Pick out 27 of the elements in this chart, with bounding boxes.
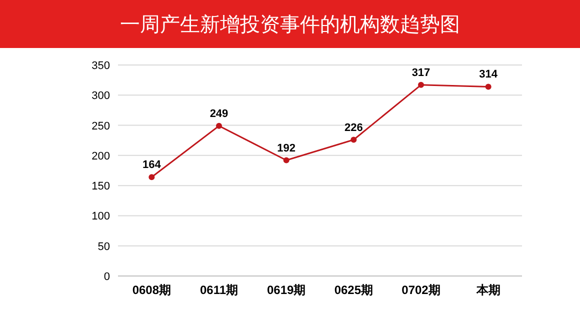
data-label: 226 xyxy=(344,122,363,134)
data-label: 314 xyxy=(479,68,498,81)
point xyxy=(216,122,222,129)
x-tick-label: 0619期 xyxy=(266,283,306,297)
point xyxy=(283,157,290,164)
x-tick-label: 0625期 xyxy=(334,283,374,297)
chart-title: 一周产生新增投资事件的机构数趋势图 xyxy=(120,14,460,36)
point xyxy=(148,174,155,180)
y-tick-label: 250 xyxy=(92,120,110,132)
y-tick-label: 50 xyxy=(98,240,110,253)
y-tick-label: 350 xyxy=(92,60,110,72)
data-label: 192 xyxy=(277,142,296,154)
data-label: 317 xyxy=(412,66,430,79)
x-tick-label: 0608期 xyxy=(132,283,172,297)
point xyxy=(485,84,492,90)
y-tick-label: 0 xyxy=(104,271,110,283)
x-tick-label: 本期 xyxy=(475,283,500,297)
y-tick-label: 300 xyxy=(92,90,110,102)
point xyxy=(418,82,424,88)
x-tick-label: 0702期 xyxy=(402,283,440,297)
data-label: 249 xyxy=(210,108,228,120)
point xyxy=(350,136,357,143)
y-tick-label: 150 xyxy=(92,180,110,193)
x-tick-label: 0611期 xyxy=(200,283,238,297)
y-tick-label: 100 xyxy=(92,210,110,223)
y-tick-label: 200 xyxy=(92,150,110,162)
data-label: 164 xyxy=(142,159,162,172)
